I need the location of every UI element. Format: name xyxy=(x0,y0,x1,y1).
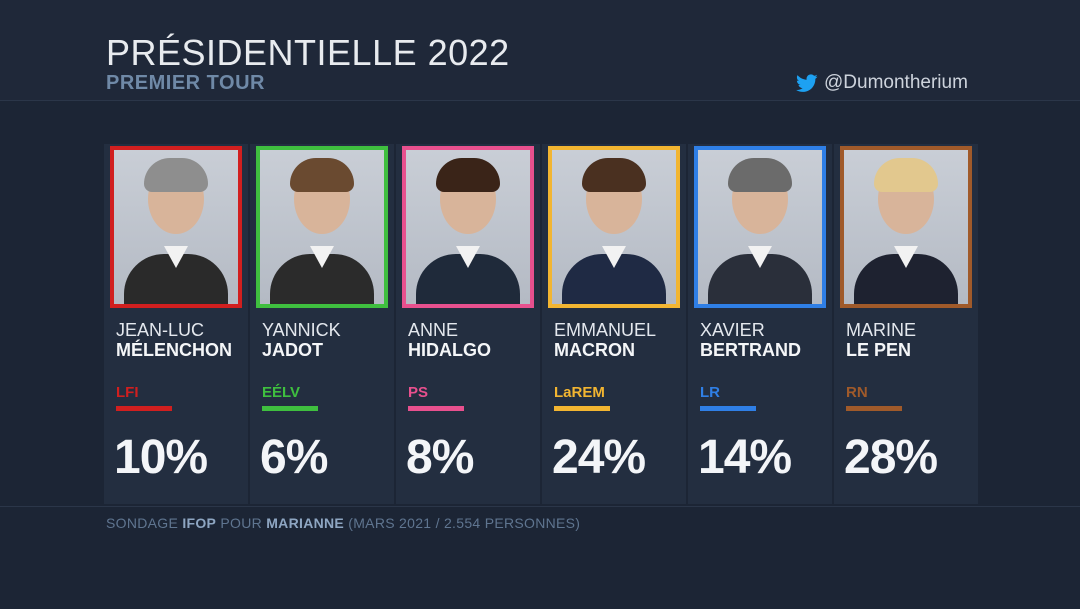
photo-hair xyxy=(290,158,354,192)
photo-hair xyxy=(874,158,938,192)
candidate-card: EMMANUEL MACRON LaREM 24% xyxy=(542,144,686,504)
candidate-card: ANNE HIDALGO PS 8% xyxy=(396,144,540,504)
poll-percentage: 8% xyxy=(406,431,474,484)
poll-percentage: 10% xyxy=(114,431,208,484)
poll-percentage: 6% xyxy=(260,431,328,484)
source-middle: POUR xyxy=(216,515,267,531)
candidate-card: YANNICK JADOT EÉLV 6% xyxy=(250,144,394,504)
candidate-first-name: ANNE xyxy=(408,320,459,340)
party-label: PS xyxy=(408,384,429,401)
party-color-bar xyxy=(846,406,902,411)
party-label: LaREM xyxy=(554,384,605,401)
party-label: LFI xyxy=(116,384,139,401)
footer: SONDAGE IFOP POUR MARIANNE (MARS 2021 / … xyxy=(0,506,1080,609)
source-prefix: SONDAGE xyxy=(106,515,183,531)
party-color-bar xyxy=(116,406,172,411)
party-color-bar xyxy=(554,406,610,411)
candidate-last-name: BERTRAND xyxy=(700,340,801,360)
candidate-first-name: XAVIER xyxy=(700,320,765,340)
page-subtitle: PREMIER TOUR xyxy=(106,72,265,94)
header-band: PRÉSIDENTIELLE 2022 PREMIER TOUR @Dumont… xyxy=(0,0,1080,101)
source-outlet: MARIANNE xyxy=(266,515,345,531)
photo-hair xyxy=(436,158,500,192)
candidate-photo xyxy=(694,146,826,308)
poll-percentage: 28% xyxy=(844,431,938,484)
twitter-handle[interactable]: @Dumontherium xyxy=(796,72,968,94)
candidate-last-name: JADOT xyxy=(262,340,324,360)
party-color-bar xyxy=(700,406,756,411)
candidate-photo xyxy=(840,146,972,308)
poll-percentage: 14% xyxy=(698,431,792,484)
candidate-list: JEAN-LUC MÉLENCHON LFI 10% YANNICK JADOT… xyxy=(104,144,978,504)
twitter-bird-icon xyxy=(796,73,818,92)
photo-hair xyxy=(582,158,646,192)
source-pollster: IFOP xyxy=(182,515,217,531)
party-color-bar xyxy=(262,406,318,411)
candidate-photo xyxy=(110,146,242,308)
poll-source: SONDAGE IFOP POUR MARIANNE (MARS 2021 / … xyxy=(106,515,580,531)
candidate-first-name: JEAN-LUC xyxy=(116,320,205,340)
candidate-photo xyxy=(256,146,388,308)
candidate-card: MARINE LE PEN RN 28% xyxy=(834,144,978,504)
party-label: EÉLV xyxy=(262,384,301,401)
candidate-last-name: MACRON xyxy=(554,340,635,360)
candidate-last-name: LE PEN xyxy=(846,340,912,360)
candidate-last-name: MÉLENCHON xyxy=(116,340,232,360)
candidate-last-name: HIDALGO xyxy=(408,340,491,360)
party-label: RN xyxy=(846,384,868,401)
page-title: PRÉSIDENTIELLE 2022 xyxy=(106,32,510,73)
candidate-first-name: MARINE xyxy=(846,320,917,340)
photo-hair xyxy=(144,158,208,192)
candidate-first-name: EMMANUEL xyxy=(554,320,657,340)
photo-hair xyxy=(728,158,792,192)
candidate-photo xyxy=(402,146,534,308)
candidate-card: JEAN-LUC MÉLENCHON LFI 10% xyxy=(104,144,248,504)
candidate-first-name: YANNICK xyxy=(262,320,341,340)
party-label: LR xyxy=(700,384,720,401)
twitter-handle-text: @Dumontherium xyxy=(824,72,968,93)
poll-percentage: 24% xyxy=(552,431,646,484)
source-suffix: (MARS 2021 / 2.554 PERSONNES) xyxy=(344,515,581,531)
candidate-card: XAVIER BERTRAND LR 14% xyxy=(688,144,832,504)
candidate-photo xyxy=(548,146,680,308)
party-color-bar xyxy=(408,406,464,411)
